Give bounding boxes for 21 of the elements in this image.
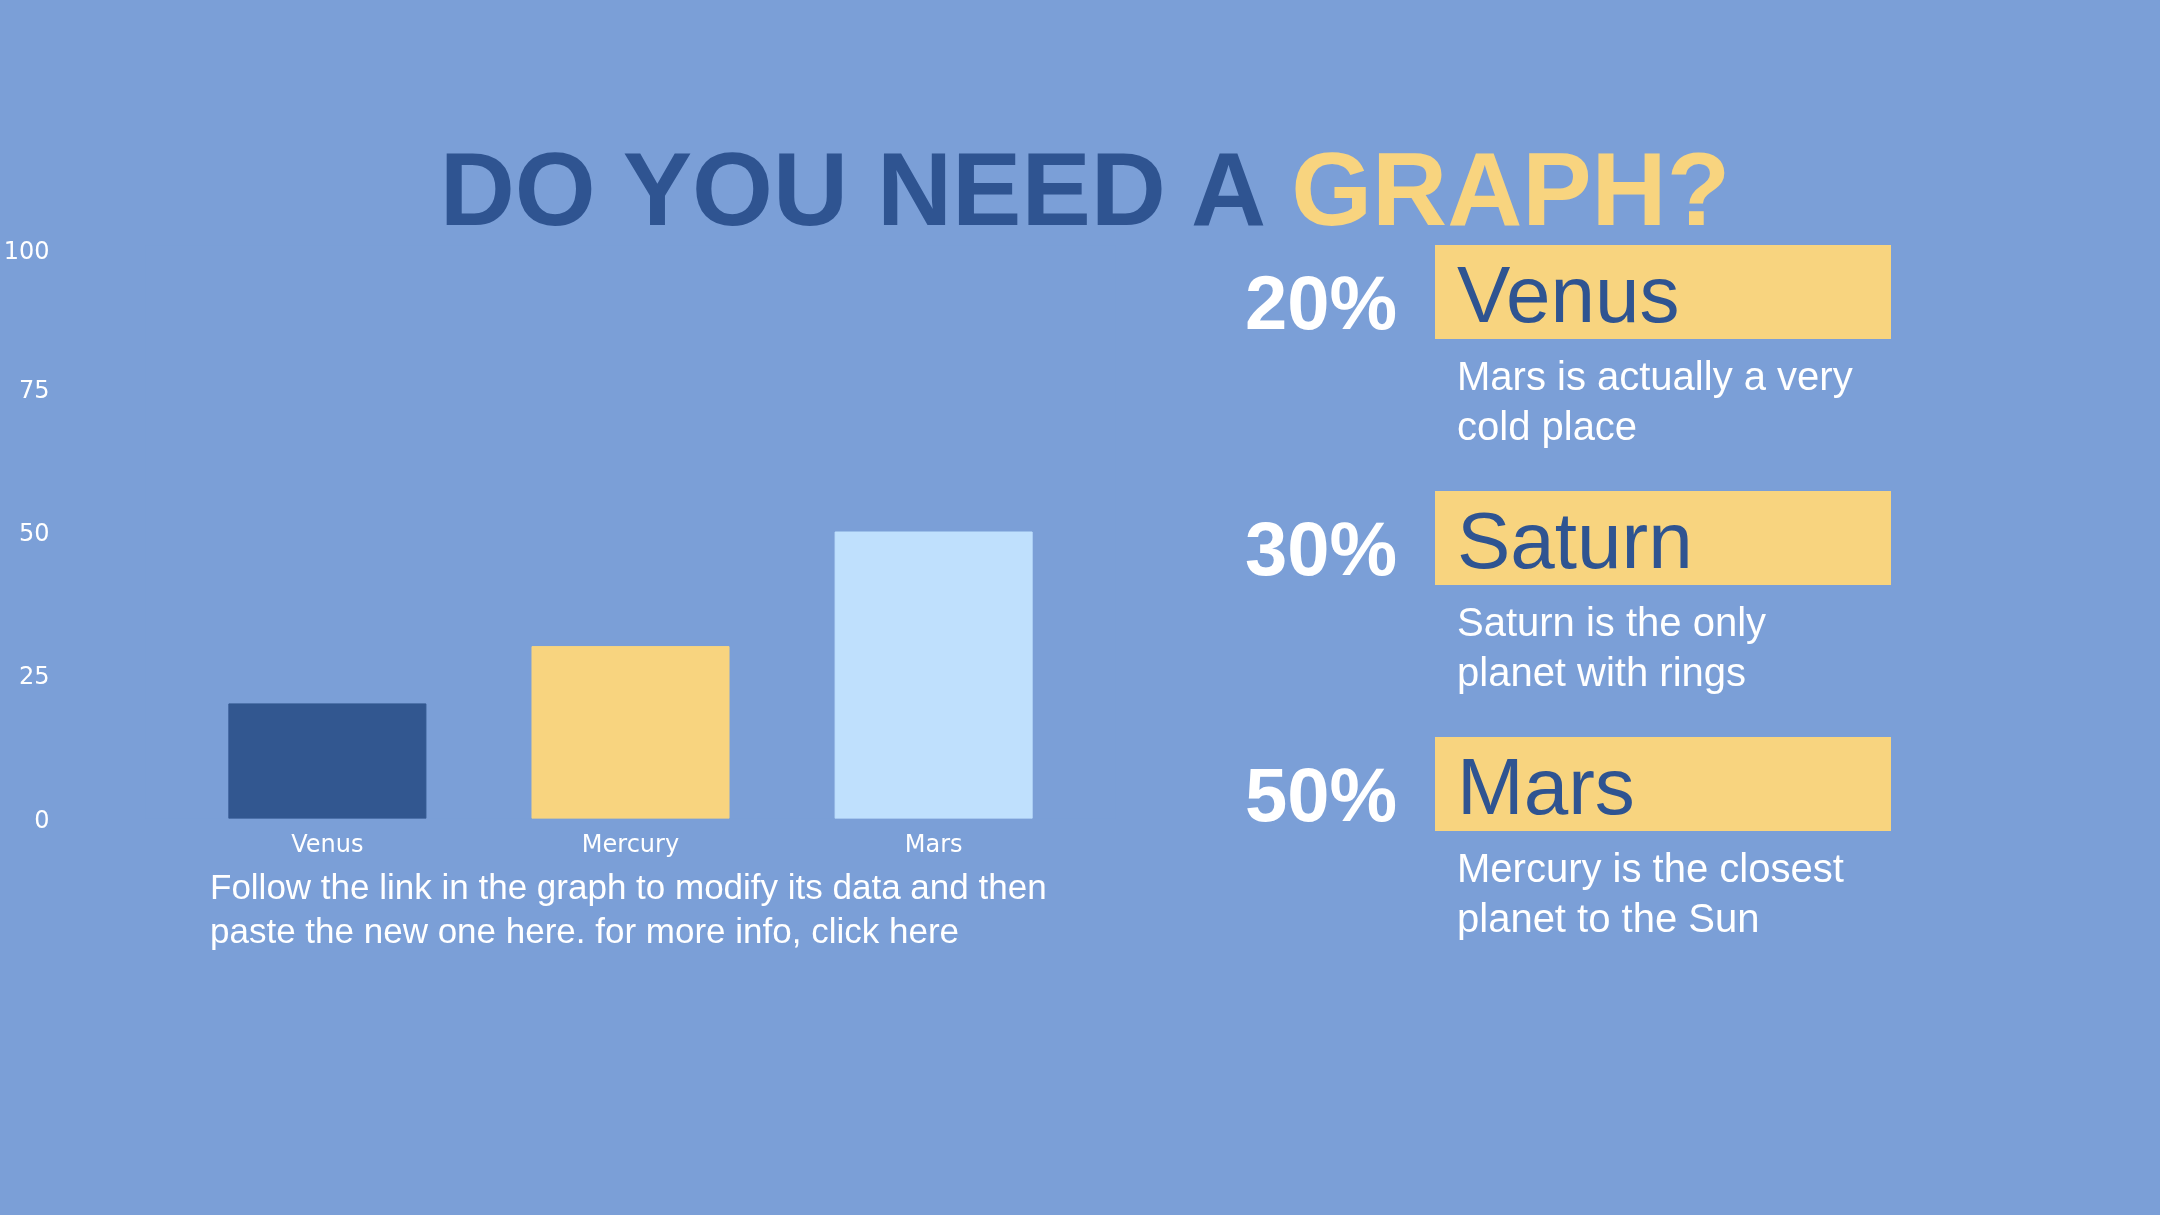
x-tick-label: Mars	[904, 829, 963, 858]
x-tick-label: Venus	[291, 829, 364, 858]
bar	[531, 646, 730, 819]
text: 20%	[1245, 260, 1398, 345]
y-tick-label: 0	[34, 805, 50, 834]
text: Saturn	[1435, 491, 1891, 585]
text: 30%	[1245, 505, 1399, 593]
y-tick-label: 50	[18, 519, 50, 547]
text: Saturn is the only planet with rings	[1456, 599, 1768, 696]
y-tick-label: 25	[18, 662, 50, 691]
bar	[834, 531, 1033, 819]
y-tick-label: 100	[3, 236, 50, 265]
text: Mercury is the closest planet to the Sun	[1456, 845, 1845, 942]
text: Mars is actually a very cold place	[1456, 353, 1854, 450]
text: 50%	[1245, 751, 1399, 839]
text: Venus	[1457, 250, 1680, 339]
bar	[228, 703, 427, 819]
x-tick-label: Mercury	[581, 829, 680, 858]
y-tick-label: 75	[18, 375, 50, 404]
chart-title: DO YOU NEED A GRAPH?	[439, 131, 1731, 247]
text: Follow the link in the graph to modify its data and then paste the new one here. for more info, click here	[210, 866, 1048, 952]
